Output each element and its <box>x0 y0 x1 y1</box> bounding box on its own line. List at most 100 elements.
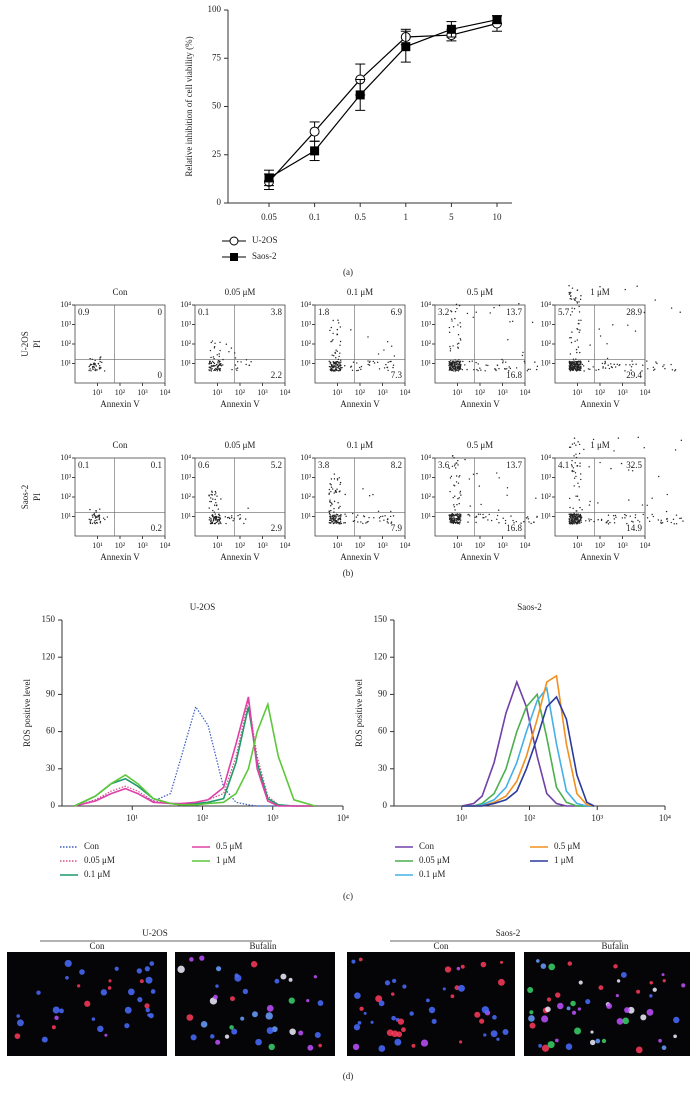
y-tick-label: 25 <box>212 149 222 159</box>
event-dot <box>331 369 333 371</box>
event-dot <box>670 363 672 366</box>
y-axis-label: ROS positive level <box>22 679 32 747</box>
event-dot <box>215 502 217 504</box>
cell <box>298 1030 304 1036</box>
cell <box>536 959 540 963</box>
event-dot <box>571 459 573 462</box>
event-dot <box>578 319 580 321</box>
cell <box>210 1034 215 1039</box>
x-tick-label: 10³ <box>617 388 628 397</box>
event-dot <box>216 519 219 521</box>
cell <box>595 1038 601 1044</box>
event-dot <box>484 370 486 372</box>
event-dot <box>450 318 453 320</box>
event-dot <box>328 512 331 515</box>
event-dot <box>607 523 610 525</box>
event-dot <box>449 345 451 348</box>
event-dot <box>219 514 221 517</box>
event-dot <box>457 334 460 336</box>
event-dot <box>660 519 662 522</box>
y-tick-label: 10⁴ <box>420 453 431 462</box>
cell <box>213 994 218 1000</box>
y-tick-label: 10⁴ <box>180 300 191 309</box>
event-dot <box>568 291 570 294</box>
event-dot <box>646 504 648 507</box>
event-dot <box>356 369 358 372</box>
event-dot <box>390 522 392 524</box>
event-dot <box>531 321 534 324</box>
event-dot <box>493 306 495 309</box>
event-dot <box>577 514 579 516</box>
event-dot <box>457 498 459 500</box>
legend-label: Con <box>419 841 435 851</box>
event-dot <box>352 361 355 363</box>
cell <box>566 1006 571 1011</box>
event-dot <box>337 322 340 324</box>
event-dot <box>379 520 381 522</box>
event-dot <box>666 518 668 521</box>
event-dot <box>220 498 222 500</box>
x-tick-label: 10¹ <box>572 388 583 397</box>
cell <box>411 1043 416 1048</box>
cell <box>386 1029 394 1037</box>
event-dot <box>480 503 482 506</box>
event-dot <box>452 519 454 522</box>
event-dot <box>569 337 571 339</box>
event-dot <box>570 291 572 294</box>
series-line <box>461 679 595 807</box>
event-dot <box>362 488 364 490</box>
event-dot <box>575 518 577 521</box>
event-dot <box>571 307 573 309</box>
y-tick-label: 10¹ <box>301 511 312 520</box>
event-dot <box>211 515 214 518</box>
event-dot <box>573 515 576 517</box>
event-dot <box>453 519 456 521</box>
event-dot <box>571 311 573 313</box>
event-dot <box>336 328 339 331</box>
event-dot <box>610 363 612 365</box>
y-tick-label: 10² <box>61 339 72 348</box>
event-dot <box>103 370 106 372</box>
cell <box>358 957 363 962</box>
event-dot <box>91 363 93 366</box>
event-dot <box>450 311 453 313</box>
event-dot <box>612 514 615 517</box>
cell <box>351 959 356 964</box>
event-dot <box>367 520 369 523</box>
event-dot <box>378 517 381 519</box>
event-dot <box>90 518 93 521</box>
cell <box>289 1028 296 1035</box>
series-line <box>268 19 498 179</box>
cell <box>567 961 573 966</box>
panel-caption: (d) <box>343 1071 354 1081</box>
event-dot <box>330 341 332 343</box>
event-dot <box>353 520 356 522</box>
event-dot <box>646 360 648 362</box>
cell <box>242 988 249 995</box>
event-dot <box>213 364 215 367</box>
event-dot <box>451 360 454 363</box>
event-dot <box>228 516 230 519</box>
event-dot <box>448 467 450 469</box>
legend-label: Con <box>84 841 100 851</box>
event-dot <box>215 492 217 494</box>
event-dot <box>455 514 458 517</box>
event-dot <box>89 508 91 511</box>
y-tick-label: 60 <box>46 726 56 736</box>
event-dot <box>455 475 458 477</box>
event-dot <box>464 364 466 366</box>
event-dot <box>568 285 570 287</box>
event-dot <box>529 368 531 370</box>
event-dot <box>358 366 361 369</box>
y-tick-label: 10³ <box>541 319 552 328</box>
event-dot <box>216 366 219 368</box>
event-dot <box>98 518 101 520</box>
cell <box>480 961 487 968</box>
event-dot <box>579 369 581 372</box>
quadrant-value: 4.1 <box>558 460 569 470</box>
event-dot <box>453 457 455 459</box>
event-dot <box>456 362 458 364</box>
event-dot <box>329 499 331 501</box>
event-dot <box>599 461 601 464</box>
event-dot <box>336 363 339 366</box>
